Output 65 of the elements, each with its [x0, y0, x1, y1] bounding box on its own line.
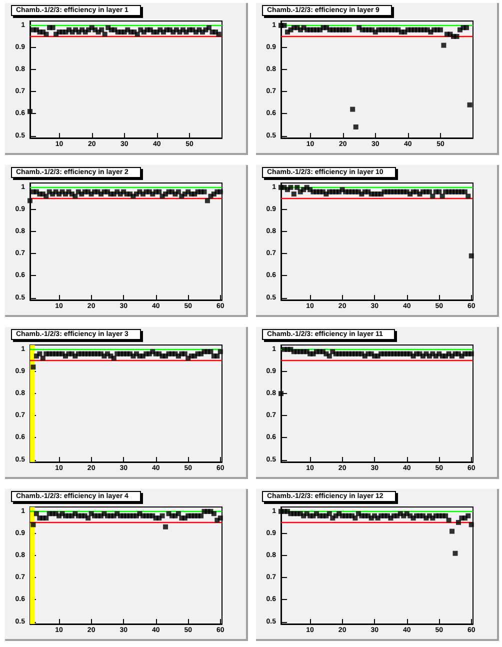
point [468, 522, 474, 528]
point [198, 513, 204, 518]
point [72, 194, 78, 199]
point [438, 27, 443, 32]
point [443, 513, 448, 518]
point [468, 253, 474, 258]
point [464, 25, 469, 30]
point [218, 189, 223, 194]
point [218, 349, 223, 354]
point [40, 356, 46, 361]
point [30, 364, 36, 370]
point [430, 194, 436, 199]
point [456, 520, 461, 525]
point [34, 511, 39, 516]
point [44, 194, 49, 199]
point [353, 124, 358, 130]
point [462, 189, 468, 194]
point [441, 42, 446, 48]
point [176, 189, 181, 194]
point [466, 513, 471, 518]
point [182, 351, 188, 356]
point [102, 32, 108, 37]
point [37, 351, 42, 356]
point [450, 528, 455, 534]
point [156, 189, 162, 194]
point [466, 194, 471, 199]
point [204, 198, 210, 204]
point [176, 511, 181, 516]
point [218, 516, 223, 521]
point [163, 524, 168, 530]
point [294, 184, 300, 190]
point [346, 27, 352, 32]
point [468, 351, 474, 356]
point [291, 192, 296, 197]
point [440, 194, 445, 199]
point [467, 102, 472, 108]
point [352, 516, 358, 521]
point [111, 356, 116, 361]
point [326, 511, 332, 516]
point [44, 516, 49, 521]
point [350, 106, 356, 112]
point [99, 27, 104, 32]
point [436, 189, 442, 194]
point [30, 522, 36, 528]
point [211, 511, 216, 516]
point [28, 109, 32, 114]
point [452, 550, 458, 556]
point [86, 516, 91, 521]
point [160, 513, 165, 518]
point [44, 32, 49, 37]
point [50, 25, 56, 30]
point [426, 189, 432, 194]
point [288, 184, 294, 190]
point [282, 22, 287, 28]
point [326, 354, 332, 359]
point [28, 198, 32, 204]
point [454, 34, 460, 39]
point [214, 354, 220, 359]
point [206, 25, 212, 30]
point [278, 391, 284, 396]
point [208, 349, 214, 354]
point [134, 32, 140, 37]
point [216, 32, 222, 37]
point [446, 518, 452, 523]
point [202, 189, 207, 194]
